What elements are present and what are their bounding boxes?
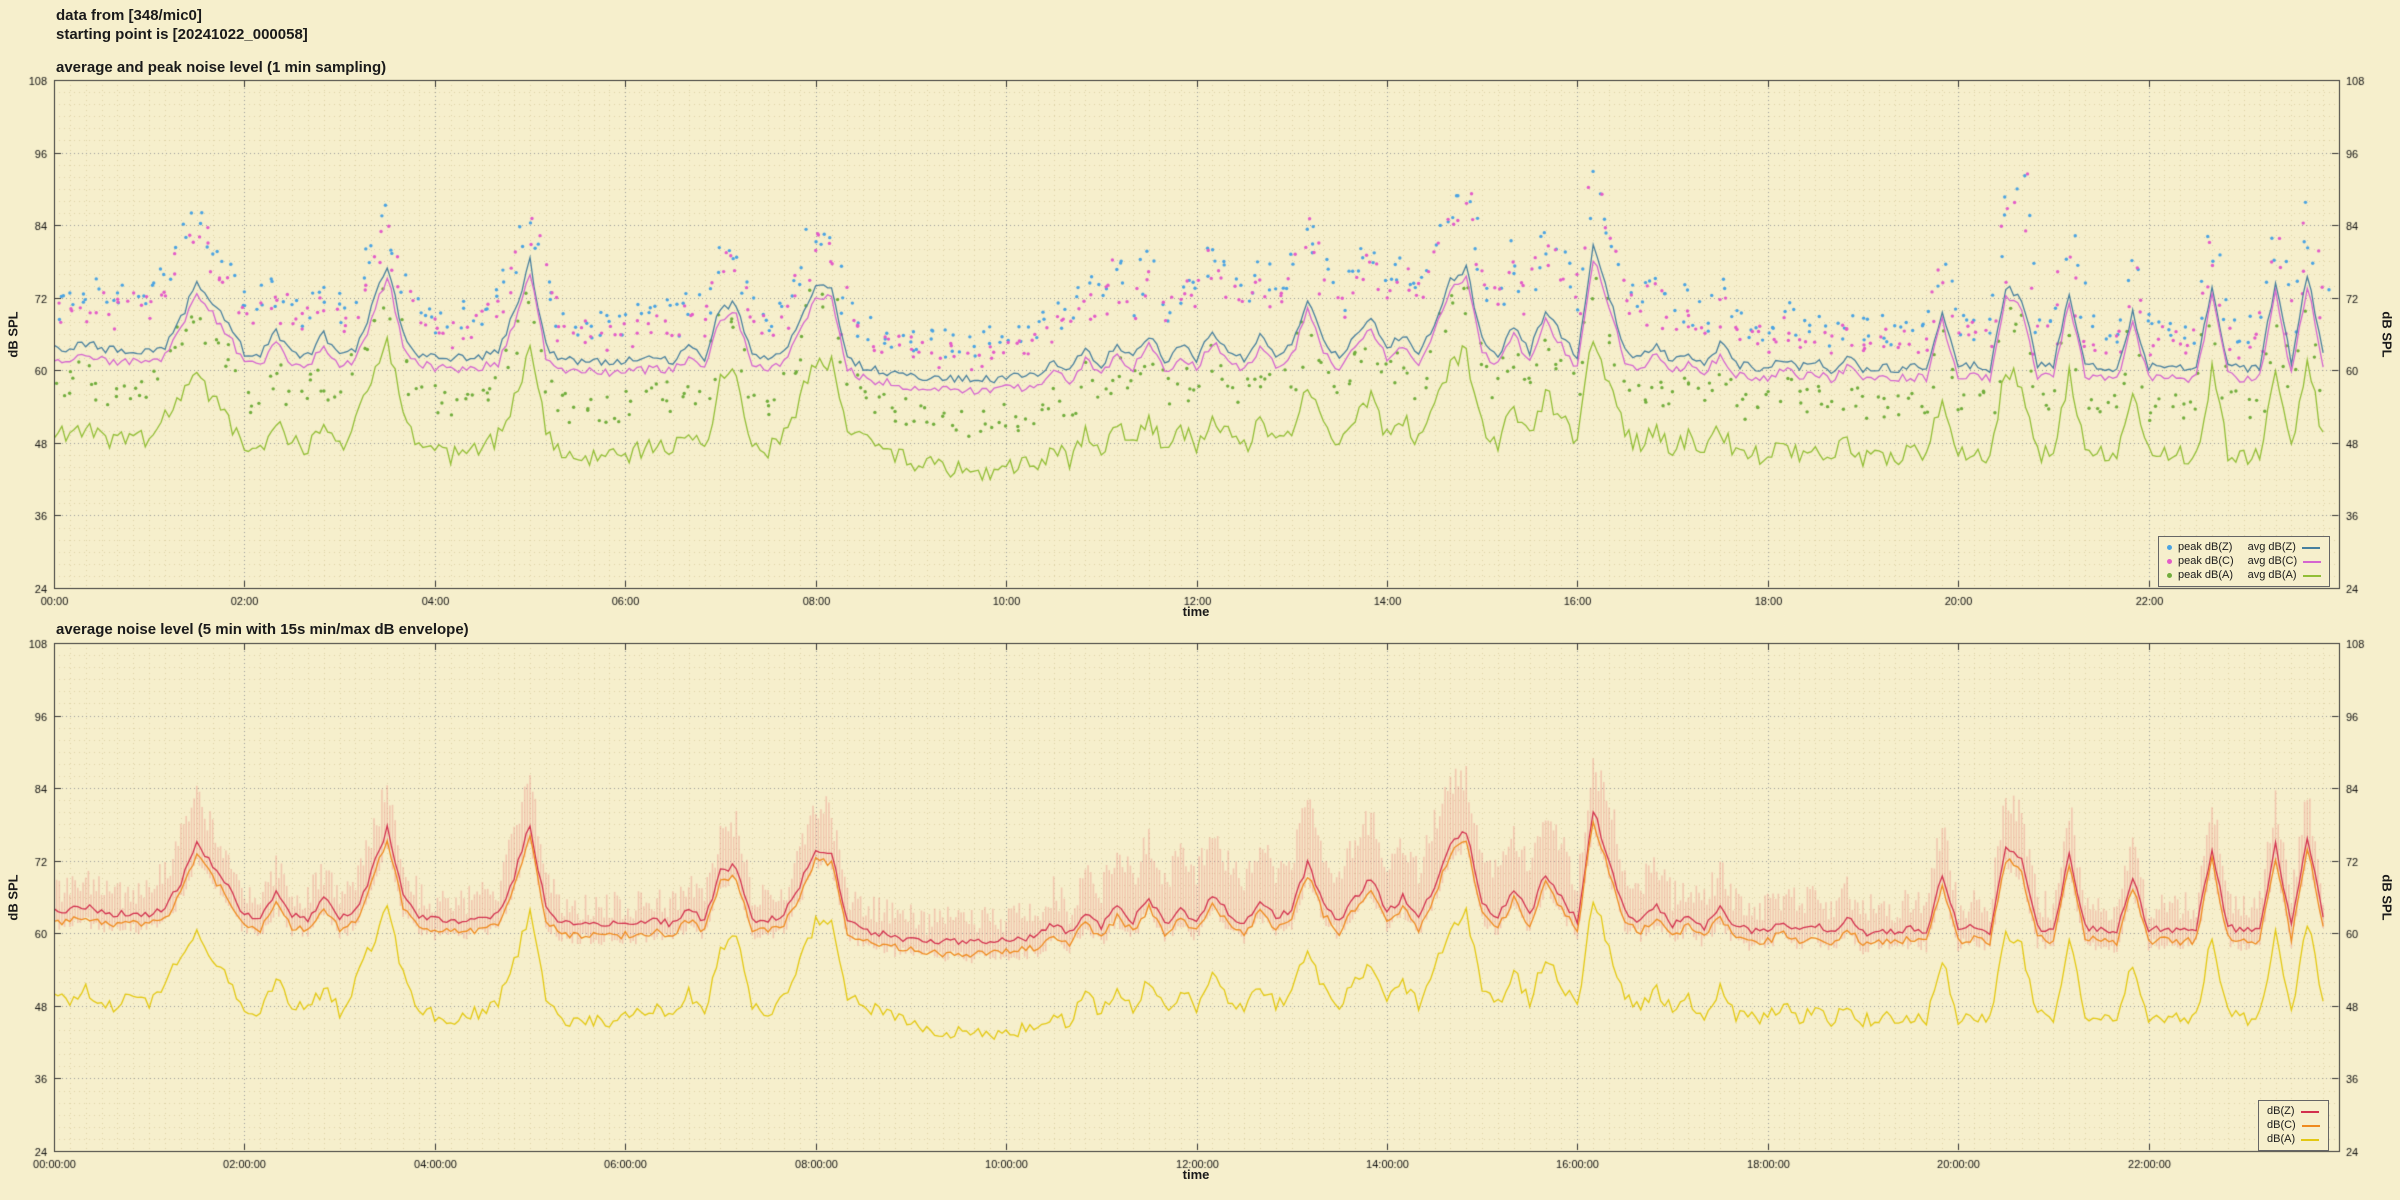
legend-entry: peak dB(A) xyxy=(2167,569,2234,582)
chart2-legend: dB(Z) dB(C) dB(A) xyxy=(2258,1100,2329,1151)
legend-entry-label: avg dB(Z) xyxy=(2247,541,2296,553)
legend-dot-marker xyxy=(2167,573,2172,578)
chart1-legend: peak dB(Z) peak dB(C) peak dB(A) avg dB(Z) a… xyxy=(2158,536,2331,587)
legend-entry: avg dB(Z) xyxy=(2248,541,2322,554)
legend-line-marker xyxy=(2302,574,2321,577)
legend-line-marker xyxy=(2301,546,2320,549)
legend-entry-label: avg dB(C) xyxy=(2247,555,2298,567)
legend-entry: dB(C) xyxy=(2267,1119,2320,1132)
chart2-yaxis-label-right: dB SPL xyxy=(2379,874,2395,921)
legend-entry-label: peak dB(Z) xyxy=(2178,541,2233,553)
legend-entry: peak dB(C) xyxy=(2167,555,2234,568)
chart2-title: average noise level (5 min with 15s min/… xyxy=(56,621,469,638)
legend-line-marker xyxy=(2303,560,2322,563)
legend-entry: dB(Z) xyxy=(2267,1105,2320,1118)
legend-entry-label: peak dB(C) xyxy=(2178,555,2234,567)
legend-line-marker xyxy=(2301,1124,2320,1127)
chart1-yaxis-label-left: dB SPL xyxy=(5,311,21,358)
chart2-xaxis-label: time xyxy=(1182,1167,1210,1182)
chart2-yaxis-label-left: dB SPL xyxy=(5,874,21,921)
chart1-xaxis-label: time xyxy=(1182,604,1210,619)
legend-line-marker xyxy=(2301,1138,2320,1141)
legend-entry-label: dB(C) xyxy=(2267,1119,2296,1131)
legend-line-marker xyxy=(2300,1110,2319,1113)
legend-entry-label: peak dB(A) xyxy=(2178,569,2234,581)
legend-entry-label: dB(Z) xyxy=(2267,1105,2295,1117)
legend-entry-label: avg dB(A) xyxy=(2247,569,2297,581)
legend-entry: avg dB(A) xyxy=(2248,569,2322,582)
chart1-yaxis-label-right: dB SPL xyxy=(2379,311,2395,358)
chart1-title: average and peak noise level (1 min samp… xyxy=(56,59,387,76)
legend-entry: avg dB(C) xyxy=(2248,555,2322,568)
legend-entry-label: dB(A) xyxy=(2267,1133,2296,1145)
legend-entry: dB(A) xyxy=(2267,1133,2320,1146)
legend-dot-marker xyxy=(2167,559,2172,564)
legend-entry: peak dB(Z) xyxy=(2167,541,2234,554)
legend-dot-marker xyxy=(2167,545,2172,550)
